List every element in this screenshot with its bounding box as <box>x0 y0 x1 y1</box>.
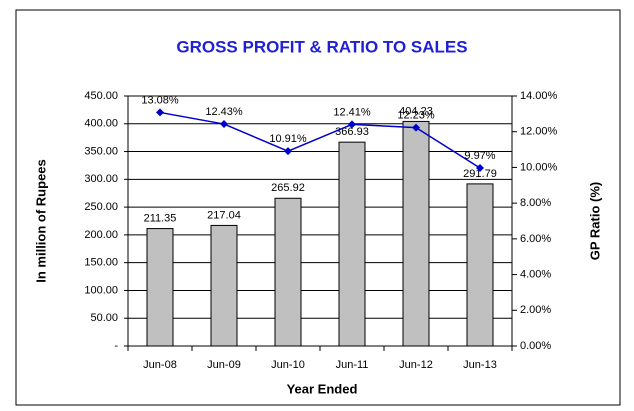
line-value-label: 13.08% <box>141 94 179 106</box>
y2-tick-label: 4.00% <box>520 268 551 280</box>
line-marker <box>348 120 356 129</box>
y2-tick-label: 8.00% <box>520 197 551 209</box>
y-tick-label: 300.00 <box>84 173 118 185</box>
bar <box>338 141 366 347</box>
line-value-label: 9.97% <box>464 150 495 162</box>
y2-tick-label: 6.00% <box>520 233 551 245</box>
x-tick-label: Jun-12 <box>399 359 433 371</box>
y-tick-label: 400.00 <box>84 118 118 130</box>
bar-value-label: 217.04 <box>207 209 241 221</box>
bar-value-label: 291.79 <box>463 168 497 180</box>
y2-tick-label: 0.00% <box>520 340 551 352</box>
line-marker <box>220 120 228 129</box>
bar-value-label: 404.23 <box>399 105 433 117</box>
y-tick-label: 200.00 <box>84 229 118 241</box>
line-value-label: 12.41% <box>333 106 371 118</box>
y-tick-label: - <box>114 340 118 352</box>
line <box>159 111 481 169</box>
x-axis-label: Year Ended <box>287 381 358 396</box>
x-tick-label: Jun-08 <box>143 359 177 371</box>
y-tick-label: 150.00 <box>84 257 118 269</box>
y2-tick-label: 10.00% <box>520 161 558 173</box>
y-tick-label: 100.00 <box>84 284 118 296</box>
bar <box>274 197 302 347</box>
line-marker <box>284 147 292 156</box>
line-marker <box>476 163 484 172</box>
x-tick-label: Jun-09 <box>207 359 241 371</box>
y-tick-label: 450.00 <box>84 90 118 102</box>
line-value-label: 10.91% <box>269 133 307 145</box>
bar-value-label: 211.35 <box>144 212 177 224</box>
x-tick-label: Jun-10 <box>271 359 305 371</box>
bar-value-label: 265.92 <box>271 182 305 194</box>
bar <box>210 224 238 347</box>
line-value-label: 12.23% <box>397 110 435 122</box>
y-tick-label: 350.00 <box>84 145 118 157</box>
x-tick-label: Jun-11 <box>336 359 369 371</box>
y2-axis-label: GP Ratio (%) <box>587 182 602 261</box>
bar <box>402 120 430 347</box>
bar <box>466 183 494 347</box>
y-axis-label: In million of Rupees <box>33 159 48 283</box>
y2-tick-label: 2.00% <box>520 304 551 316</box>
y2-tick-label: 14.00% <box>520 90 558 102</box>
y-tick-label: 250.00 <box>84 201 118 213</box>
line-marker <box>412 123 420 132</box>
line-marker <box>156 108 164 117</box>
y2-tick-label: 12.00% <box>520 126 558 138</box>
x-tick-label: Jun-13 <box>463 359 497 371</box>
bar <box>146 228 174 347</box>
chart-title: GROSS PROFIT & RATIO TO SALES <box>176 37 467 56</box>
y-tick-label: 50.00 <box>90 312 118 324</box>
bar-value-label: 366.93 <box>335 126 369 138</box>
line-value-label: 12.43% <box>205 106 243 118</box>
